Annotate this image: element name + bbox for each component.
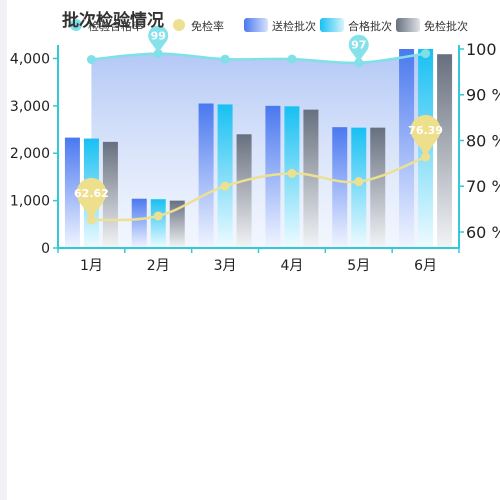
exempt-rate-point-4月 — [287, 168, 297, 178]
legend-swatch-免检批次 — [396, 18, 420, 32]
exempt-rate-point-5月 — [354, 177, 364, 187]
legend-swatch-检验合格率 — [70, 19, 82, 31]
y-right-tick-label: 80 % — [466, 131, 500, 150]
legend-label-免检批次: 免检批次 — [424, 19, 468, 33]
legend-swatch-免检率 — [173, 19, 185, 31]
bar-免检批次-1月 — [102, 141, 118, 248]
bar-合格批次-3月 — [217, 104, 233, 248]
marker-pin-免检率-6月 — [410, 115, 441, 158]
x-tick-label: 1月 — [80, 258, 103, 274]
chart-title: 批次检验情况 — [62, 11, 164, 31]
pass-rate-point-6月 — [421, 49, 431, 59]
bar-送检批次-2月 — [131, 198, 147, 248]
legend-swatch-合格批次 — [320, 18, 344, 32]
bar-送检批次-3月 — [198, 103, 214, 248]
bar-送检批次-6月 — [399, 49, 415, 248]
pass-rate-point-3月 — [220, 54, 230, 64]
bar-送检批次-4月 — [265, 105, 281, 248]
y-right-tick-label: 100 % — [466, 40, 500, 59]
marker-pin-免检率-1月 — [76, 178, 107, 221]
bar-送检批次-5月 — [332, 127, 348, 248]
y-right-tick-label: 70 % — [466, 177, 500, 196]
pass-rate-point-1月 — [86, 55, 96, 65]
pass-rate-point-4月 — [287, 54, 297, 64]
legend-label-送检批次: 送检批次 — [272, 19, 316, 33]
marker-pin-检验合格率-5月 — [348, 34, 369, 63]
y-left-tick-label: 1,000 — [10, 194, 50, 210]
page-left-strip — [0, 0, 7, 500]
exempt-rate-point-2月 — [153, 211, 163, 221]
bar-合格批次-5月 — [351, 127, 367, 248]
legend-swatch-送检批次 — [244, 18, 268, 32]
marker-label: 76.39 — [408, 124, 443, 137]
legend-label-合格批次: 合格批次 — [348, 19, 392, 33]
bar-免检批次-6月 — [437, 54, 453, 248]
y-right-tick-label: 60 % — [466, 223, 500, 242]
x-tick-label: 2月 — [147, 258, 170, 274]
marker-pin-检验合格率-2月 — [148, 25, 169, 54]
x-tick-label: 5月 — [347, 258, 370, 274]
x-tick-label: 4月 — [280, 258, 303, 274]
marker-label: 62.62 — [74, 187, 109, 200]
y-left-tick-label: 4,000 — [10, 51, 50, 67]
y-right-tick-label: 90 % — [466, 86, 500, 105]
marker-label: 99 — [151, 30, 166, 43]
y-left-tick-label: 3,000 — [10, 99, 50, 115]
exempt-rate-line — [91, 155, 427, 222]
x-tick-label: 6月 — [414, 258, 437, 274]
pass-rate-line — [91, 52, 426, 65]
marker-label: 97 — [351, 39, 366, 52]
y-left-tick-label: 0 — [41, 241, 50, 257]
legend-label-免检率: 免检率 — [191, 19, 224, 33]
bar-免检批次-4月 — [303, 109, 319, 249]
bar-免检批次-5月 — [370, 127, 386, 248]
bar-免检批次-3月 — [236, 134, 252, 248]
exempt-rate-point-3月 — [220, 181, 230, 191]
x-tick-label: 3月 — [214, 258, 237, 274]
y-left-tick-label: 2,000 — [10, 146, 50, 162]
bar-送检批次-1月 — [64, 137, 80, 248]
bar-合格批次-2月 — [150, 199, 166, 248]
legend-label-检验合格率: 检验合格率 — [88, 19, 143, 33]
bar-免检批次-2月 — [169, 200, 185, 248]
